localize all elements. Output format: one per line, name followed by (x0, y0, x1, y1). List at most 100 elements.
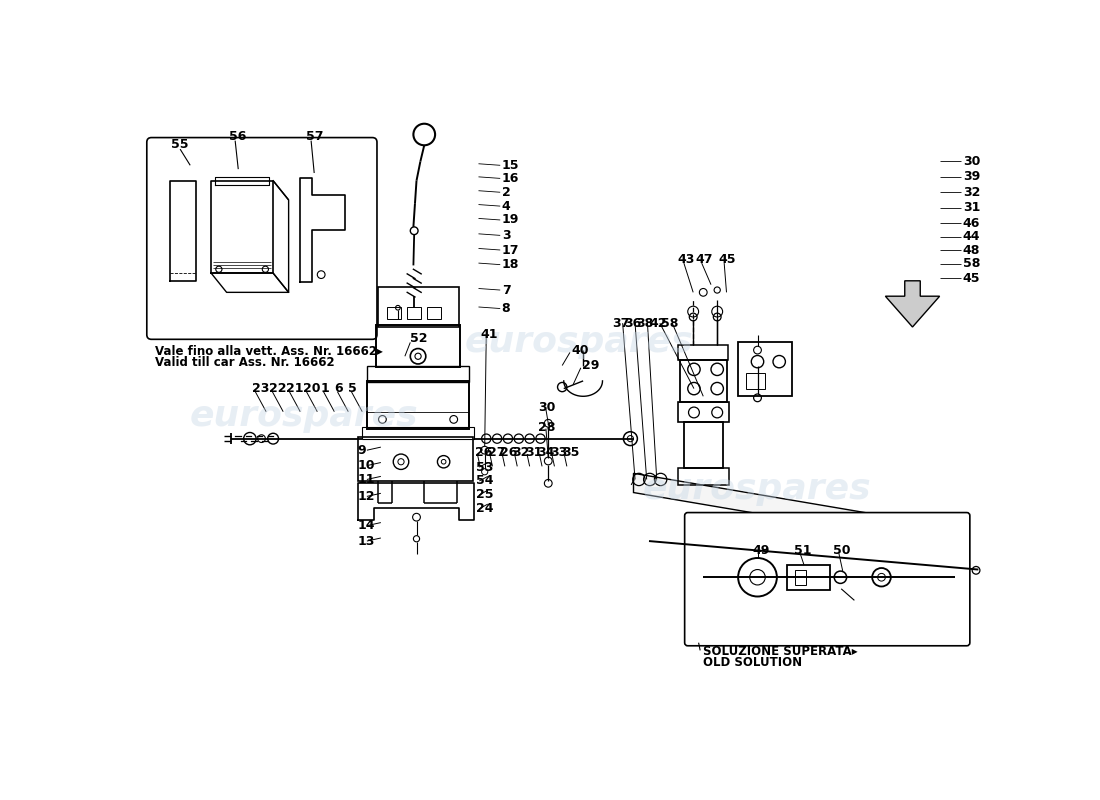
Text: 16: 16 (502, 172, 519, 185)
Text: 49: 49 (752, 544, 770, 557)
Text: 23: 23 (252, 382, 270, 395)
Text: 31: 31 (525, 446, 542, 459)
Text: 30: 30 (538, 402, 556, 414)
Text: 43: 43 (678, 253, 695, 266)
Text: 18: 18 (502, 258, 519, 271)
Text: 11: 11 (358, 473, 375, 486)
Text: 22: 22 (270, 382, 287, 395)
Text: 1: 1 (320, 382, 329, 395)
Text: 45: 45 (962, 272, 980, 285)
Bar (377, 287, 459, 327)
Text: 26: 26 (500, 446, 518, 459)
Text: 57: 57 (306, 130, 323, 142)
Text: 27: 27 (487, 446, 505, 459)
Text: 9: 9 (358, 444, 366, 457)
Text: 48: 48 (962, 243, 980, 257)
Text: 7: 7 (502, 283, 510, 297)
Text: 15: 15 (502, 158, 519, 172)
Circle shape (738, 558, 777, 597)
Text: Vale fino alla vett. Ass. Nr. 16662▸: Vale fino alla vett. Ass. Nr. 16662▸ (154, 345, 383, 358)
Text: OLD SOLUTION: OLD SOLUTION (703, 656, 802, 670)
Text: SOLUZIONE SUPERATA▸: SOLUZIONE SUPERATA▸ (703, 646, 858, 658)
Text: 17: 17 (502, 243, 519, 257)
Text: 25: 25 (476, 488, 494, 502)
Text: 55: 55 (170, 138, 188, 151)
Text: 21: 21 (286, 382, 304, 395)
Bar (362, 427, 474, 438)
Text: 34: 34 (538, 446, 554, 459)
Text: 29: 29 (582, 359, 600, 372)
Text: 44: 44 (962, 230, 980, 243)
Text: 41: 41 (480, 328, 497, 341)
Bar (786, 565, 829, 590)
Text: 46: 46 (962, 217, 980, 230)
Text: 52: 52 (410, 332, 428, 345)
Bar (680, 360, 726, 402)
Bar (407, 307, 421, 318)
Text: eurospares: eurospares (644, 472, 872, 506)
Bar (376, 325, 460, 367)
FancyBboxPatch shape (684, 513, 970, 646)
Bar (794, 570, 806, 585)
Text: 20: 20 (304, 382, 321, 395)
Text: 39: 39 (962, 170, 980, 183)
Text: Valid till car Ass. Nr. 16662: Valid till car Ass. Nr. 16662 (154, 356, 334, 369)
Bar (684, 422, 723, 468)
Bar (367, 381, 470, 429)
Circle shape (872, 568, 891, 586)
Bar (679, 468, 729, 485)
Text: 10: 10 (358, 459, 375, 472)
Text: 4: 4 (502, 200, 510, 213)
FancyBboxPatch shape (146, 138, 377, 339)
Text: 26: 26 (475, 446, 493, 459)
Text: 58: 58 (661, 317, 679, 330)
Text: 24: 24 (476, 502, 494, 515)
Text: 42: 42 (649, 317, 667, 330)
Text: 19: 19 (502, 214, 519, 226)
Text: 50: 50 (834, 544, 851, 557)
Text: 3: 3 (502, 229, 510, 242)
Text: 5: 5 (349, 382, 358, 395)
Text: 33: 33 (550, 446, 568, 459)
Text: 35: 35 (562, 446, 580, 459)
Text: 31: 31 (962, 201, 980, 214)
Text: 54: 54 (476, 474, 494, 487)
Text: 47: 47 (695, 253, 713, 266)
Polygon shape (634, 474, 952, 546)
Text: 38: 38 (637, 317, 653, 330)
Bar (738, 342, 792, 396)
Bar (678, 345, 728, 360)
Text: 28: 28 (538, 421, 556, 434)
Text: eurospares: eurospares (190, 398, 418, 433)
Text: 8: 8 (502, 302, 510, 315)
Text: 45: 45 (718, 253, 736, 266)
Bar (427, 307, 441, 318)
Text: 12: 12 (358, 490, 375, 503)
Circle shape (624, 432, 637, 446)
Text: 58: 58 (962, 258, 980, 270)
Text: 2: 2 (502, 186, 510, 198)
Text: 32: 32 (513, 446, 530, 459)
Circle shape (972, 566, 980, 574)
Text: 40: 40 (572, 344, 588, 357)
Bar (387, 307, 402, 318)
Circle shape (410, 349, 426, 364)
Bar (359, 437, 473, 481)
Text: 36: 36 (624, 317, 641, 330)
Text: 14: 14 (358, 519, 375, 532)
Text: 51: 51 (794, 544, 812, 557)
Circle shape (438, 455, 450, 468)
Polygon shape (886, 281, 939, 327)
Text: 56: 56 (229, 130, 246, 142)
Bar (679, 402, 729, 422)
Text: 13: 13 (358, 534, 375, 547)
Text: 53: 53 (476, 461, 494, 474)
Text: 37: 37 (612, 317, 629, 330)
Circle shape (394, 454, 409, 470)
Text: 6: 6 (334, 382, 343, 395)
Text: 30: 30 (962, 155, 980, 168)
Bar (367, 366, 470, 382)
Bar (746, 373, 766, 389)
Text: 32: 32 (962, 186, 980, 198)
Text: eurospares: eurospares (465, 326, 694, 359)
